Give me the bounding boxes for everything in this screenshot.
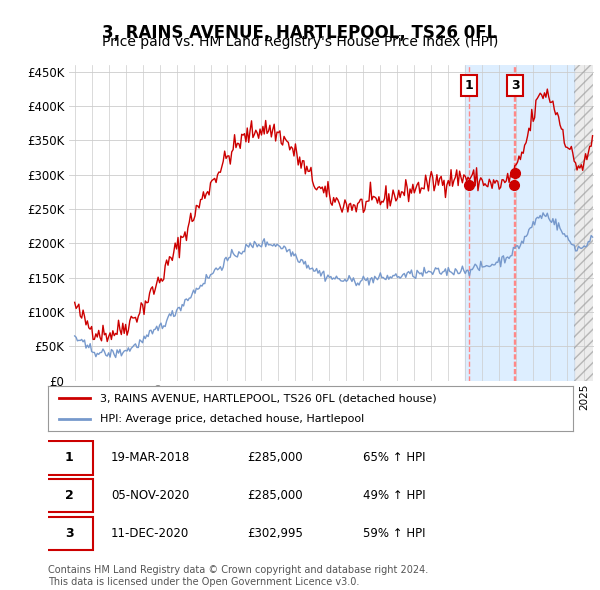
Text: Price paid vs. HM Land Registry's House Price Index (HPI): Price paid vs. HM Land Registry's House …: [102, 35, 498, 50]
Bar: [574, 65, 593, 381]
Bar: [574, 65, 593, 381]
Text: 3: 3: [511, 79, 520, 92]
Text: 2: 2: [65, 489, 73, 502]
Text: 05-NOV-2020: 05-NOV-2020: [111, 489, 189, 502]
Text: 3: 3: [65, 527, 73, 540]
Text: £285,000: £285,000: [248, 489, 303, 502]
FancyBboxPatch shape: [46, 516, 92, 550]
Text: 1: 1: [464, 79, 473, 92]
Text: 1: 1: [65, 451, 73, 464]
Text: HPI: Average price, detached house, Hartlepool: HPI: Average price, detached house, Hart…: [101, 414, 365, 424]
FancyBboxPatch shape: [46, 478, 92, 513]
Bar: [465, 65, 574, 381]
Text: 3, RAINS AVENUE, HARTLEPOOL, TS26 0FL (detached house): 3, RAINS AVENUE, HARTLEPOOL, TS26 0FL (d…: [101, 394, 437, 404]
Text: 19-MAR-2018: 19-MAR-2018: [111, 451, 190, 464]
Text: 3, RAINS AVENUE, HARTLEPOOL, TS26 0FL: 3, RAINS AVENUE, HARTLEPOOL, TS26 0FL: [103, 24, 497, 42]
Text: 11-DEC-2020: 11-DEC-2020: [111, 527, 189, 540]
Text: £285,000: £285,000: [248, 451, 303, 464]
Text: 65% ↑ HPI: 65% ↑ HPI: [363, 451, 425, 464]
FancyBboxPatch shape: [46, 441, 92, 475]
Text: £302,995: £302,995: [248, 527, 304, 540]
Text: 59% ↑ HPI: 59% ↑ HPI: [363, 527, 425, 540]
Text: 49% ↑ HPI: 49% ↑ HPI: [363, 489, 425, 502]
Text: Contains HM Land Registry data © Crown copyright and database right 2024.
This d: Contains HM Land Registry data © Crown c…: [48, 565, 428, 587]
